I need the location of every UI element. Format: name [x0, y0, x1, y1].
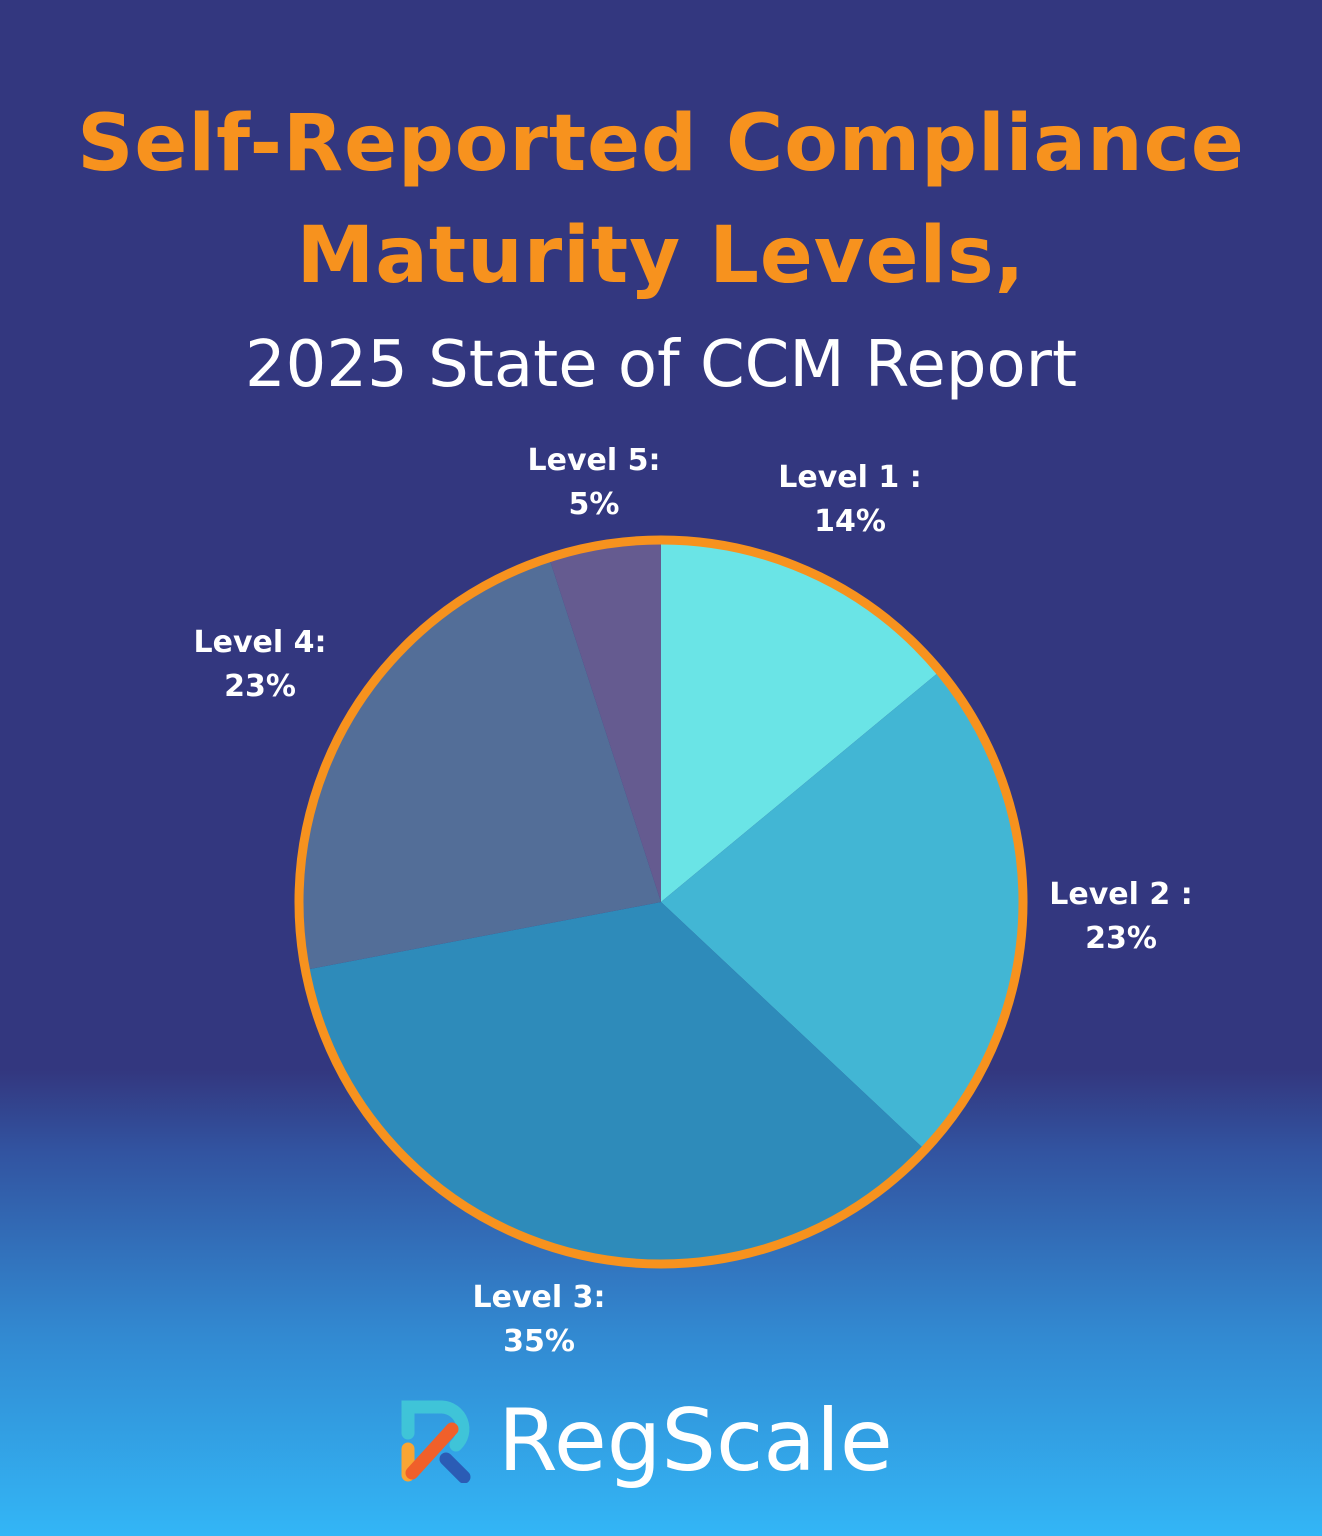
slice-label-level-4: Level 4: 23% [150, 621, 370, 709]
slice-name: Level 5: [527, 443, 661, 478]
slice-label-level-5: Level 5: 5% [484, 439, 704, 527]
slice-label-level-3: Level 3: 35% [429, 1276, 649, 1364]
slice-value: 35% [503, 1324, 575, 1359]
slice-name: Level 4: [193, 625, 327, 660]
pie-slice-1 [661, 540, 940, 902]
slice-value: 23% [1085, 921, 1157, 956]
slice-value: 5% [568, 487, 620, 522]
slice-label-level-2: Level 2 : 23% [1011, 873, 1231, 961]
logo-text: RegScale [498, 1391, 893, 1491]
slice-name: Level 2 : [1049, 877, 1193, 912]
chart-title: Self-Reported Compliance Maturity Levels… [0, 88, 1322, 312]
chart-subtitle: 2025 State of CCM Report [244, 328, 1078, 402]
slice-name: Level 1 : [778, 460, 922, 495]
slice-name: Level 3: [472, 1280, 606, 1315]
slice-value: 14% [814, 504, 886, 539]
pie-slice-4 [298, 557, 661, 970]
title-line-1: Self-Reported Compliance [77, 99, 1245, 189]
pie-slice-5 [549, 540, 661, 902]
pie-slice-3 [305, 902, 925, 1264]
slice-label-level-1: Level 1 : 14% [740, 456, 960, 544]
regscale-logo: RegScale [400, 1398, 893, 1484]
slice-value: 23% [224, 669, 296, 704]
regscale-r-icon [401, 1400, 471, 1483]
pie-slice-2 [661, 671, 1023, 1150]
title-line-2: Maturity Levels, [296, 211, 1026, 301]
pie-border [294, 535, 1028, 1269]
